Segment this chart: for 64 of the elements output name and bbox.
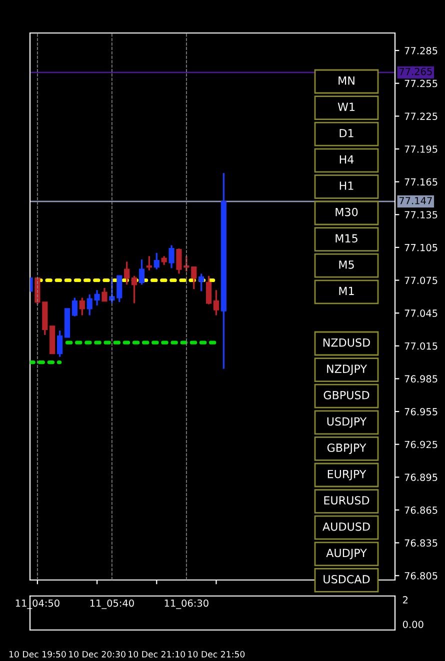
- candlestick: [109, 278, 115, 304]
- y-tick-label: 76.985: [404, 375, 438, 383]
- y-tick-label: 76.865: [404, 506, 438, 514]
- y-tick-label: 77.285: [404, 46, 438, 54]
- annotation: H1: [340, 182, 354, 190]
- x2-tick-label: 11_06:30: [164, 599, 208, 609]
- y-tick-label: 77.045: [404, 310, 438, 317]
- annotation: MN: [338, 76, 354, 85]
- annotation: USDCAD: [324, 575, 370, 584]
- candlestick: [154, 252, 160, 270]
- ref-line-label: 77.147: [399, 197, 432, 204]
- annotation: H4: [340, 155, 354, 164]
- candlestick: [198, 272, 204, 292]
- y-tick-label: 77.255: [404, 80, 438, 88]
- annotation: AUDUSD: [322, 522, 370, 531]
- y-tick-label: 77.105: [404, 244, 438, 252]
- annotation: GBPUSD: [324, 390, 370, 400]
- y-tick-label: 76.895: [404, 474, 438, 481]
- annotation: M30: [336, 208, 358, 216]
- x-tick-label: 10 Dec 20:30: [69, 650, 126, 658]
- candlestick: [124, 260, 130, 286]
- candlestick: [131, 275, 138, 304]
- annotation: M15: [336, 234, 358, 243]
- y-tick-label: 76.925: [404, 440, 438, 448]
- y-tick-label: 77.225: [404, 112, 438, 120]
- candlestick: [94, 289, 100, 306]
- y-tick-label: 76.835: [404, 539, 438, 547]
- candlestick: [168, 244, 174, 270]
- text: 2: [403, 596, 408, 604]
- candlestick: [72, 296, 78, 318]
- annotation: M5: [339, 260, 354, 269]
- annotation: NZDUSD: [323, 338, 370, 347]
- candlestick: [206, 275, 212, 306]
- candlestick: [102, 287, 108, 302]
- annotation: W1: [338, 102, 354, 111]
- y-tick-label: 77.195: [404, 145, 438, 153]
- candlestick: [116, 275, 122, 303]
- x2-tick-label: 11_05:40: [90, 599, 134, 609]
- candlestick: [138, 258, 145, 286]
- y-tick-label: 77.015: [404, 342, 438, 350]
- candlestick: [146, 255, 152, 272]
- y-tick-label: 77.135: [404, 211, 438, 218]
- annotation: GBPJPY: [327, 444, 366, 454]
- ref-line-label: 77.265: [399, 68, 432, 76]
- candlestick: [79, 296, 85, 316]
- x-tick-label: 10 Dec 21:10: [128, 650, 186, 658]
- annotation: USDJPY: [327, 417, 367, 428]
- annotation: EURJPY: [328, 470, 366, 480]
- candlestick: [213, 289, 220, 316]
- x-tick-label: 10 Dec 21:50: [188, 650, 245, 658]
- candlestick: [86, 294, 92, 316]
- annotation: EURUSD: [324, 496, 370, 505]
- annotation: NZDJPY: [327, 364, 368, 376]
- y-tick-label: 76.955: [404, 408, 438, 416]
- candlestick: [57, 330, 63, 358]
- y-tick-label: 76.805: [404, 572, 438, 580]
- candlestick: [191, 266, 197, 290]
- annotation: M1: [339, 286, 354, 295]
- annotation: D1: [340, 129, 354, 138]
- annotation: AUDJPY: [326, 548, 367, 560]
- x-tick-label: 10 Dec 19:50: [9, 650, 66, 658]
- y-tick-label: 77.165: [404, 178, 438, 186]
- y-tick-label: 77.075: [404, 276, 438, 284]
- text: 0.00: [402, 620, 424, 628]
